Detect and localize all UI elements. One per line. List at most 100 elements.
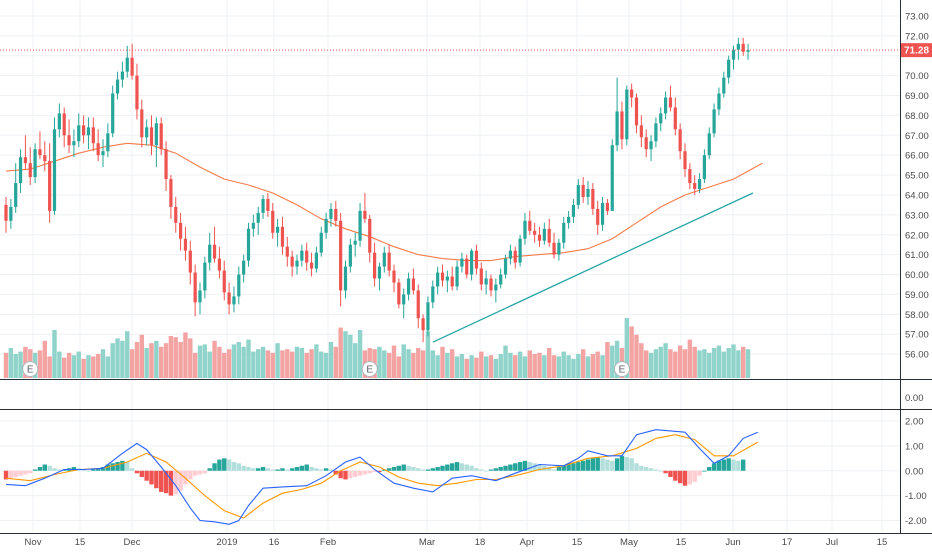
candle[interactable] [62,107,66,148]
candle-body[interactable] [179,222,183,239]
candle[interactable] [600,196,605,231]
candle[interactable] [358,202,362,247]
trendline[interactable] [432,192,754,343]
candle[interactable] [411,268,415,295]
candle[interactable] [693,175,697,195]
candle-body[interactable] [455,266,459,287]
candle[interactable] [324,212,328,239]
candle-body[interactable] [649,141,653,150]
candle[interactable] [193,264,197,317]
candle-body[interactable] [644,137,648,150]
candle-body[interactable] [251,222,255,229]
candle[interactable] [115,71,120,100]
candle-body[interactable] [242,260,246,275]
candle-body[interactable] [348,244,352,267]
candle[interactable] [82,115,86,144]
candle-body[interactable] [426,302,430,331]
candle-body[interactable] [571,204,576,217]
candle-body[interactable] [271,210,275,233]
candle-body[interactable] [174,206,178,223]
candle[interactable] [353,232,357,257]
candle[interactable] [503,254,508,279]
candle-body[interactable] [503,258,508,275]
candle-body[interactable] [212,244,217,259]
candle-body[interactable] [664,97,668,114]
candle-body[interactable] [717,93,721,110]
candle-body[interactable] [668,97,673,108]
candle-body[interactable] [62,113,66,136]
candle[interactable] [697,173,702,193]
candle[interactable] [237,266,241,305]
candle[interactable] [528,210,532,235]
candle-body[interactable] [305,250,309,263]
candle-body[interactable] [411,278,415,291]
candle-body[interactable] [237,274,241,297]
candle[interactable] [421,314,425,343]
candle[interactable] [295,254,299,275]
candle-body[interactable] [474,250,479,269]
candle[interactable] [397,278,401,309]
candle[interactable] [489,274,493,297]
candle[interactable] [33,143,37,184]
candle[interactable] [460,252,464,273]
candle[interactable] [741,37,745,56]
candle-body[interactable] [654,123,658,142]
candle[interactable] [625,85,629,146]
candle-body[interactable] [23,157,27,164]
candle[interactable] [576,179,580,209]
candle-body[interactable] [111,93,115,134]
candle[interactable] [38,131,42,160]
candle-body[interactable] [57,113,61,130]
candle[interactable] [96,129,100,162]
candle-body[interactable] [523,220,527,239]
candle[interactable] [702,149,706,184]
candle-body[interactable] [358,210,362,241]
candle[interactable] [125,45,129,78]
candle-body[interactable] [343,266,348,291]
candle[interactable] [18,149,23,193]
candle-body[interactable] [596,208,600,225]
candle-body[interactable] [562,222,566,243]
candle-body[interactable] [300,250,304,261]
earnings-marker[interactable] [361,361,378,377]
candle-body[interactable] [48,161,52,211]
candle[interactable] [436,266,440,295]
candle-body[interactable] [440,272,445,281]
candle[interactable] [222,260,226,301]
candle-body[interactable] [673,107,677,130]
candle[interactable] [707,127,711,160]
candle[interactable] [28,147,32,186]
candle-body[interactable] [38,149,42,156]
candlestick-series[interactable] [4,37,750,343]
candle-body[interactable] [499,274,503,285]
candle[interactable] [227,282,231,315]
candle-body[interactable] [169,179,173,207]
candle-body[interactable] [145,127,149,138]
candle-body[interactable] [479,268,483,285]
candle[interactable] [363,192,367,223]
candle-body[interactable] [309,262,314,269]
candle[interactable] [537,226,542,247]
earnings-marker[interactable] [22,361,39,377]
candle[interactable] [639,115,643,148]
candle-body[interactable] [280,226,285,247]
candle[interactable] [557,238,561,261]
candle[interactable] [727,55,731,84]
candle[interactable] [605,198,609,215]
candle[interactable] [523,212,527,245]
candle-body[interactable] [581,185,585,197]
candle[interactable] [319,226,323,257]
candle-body[interactable] [373,252,377,279]
macd-signal-line[interactable] [5,434,759,519]
candle[interactable] [135,63,139,120]
candle[interactable] [212,226,217,263]
candle-body[interactable] [115,79,120,94]
candle[interactable] [678,123,682,160]
candle[interactable] [470,248,474,281]
candle[interactable] [513,246,517,269]
candle[interactable] [484,270,488,295]
candle[interactable] [203,256,207,299]
candle[interactable] [596,200,600,235]
candle[interactable] [198,282,202,315]
candle-body[interactable] [130,57,134,76]
